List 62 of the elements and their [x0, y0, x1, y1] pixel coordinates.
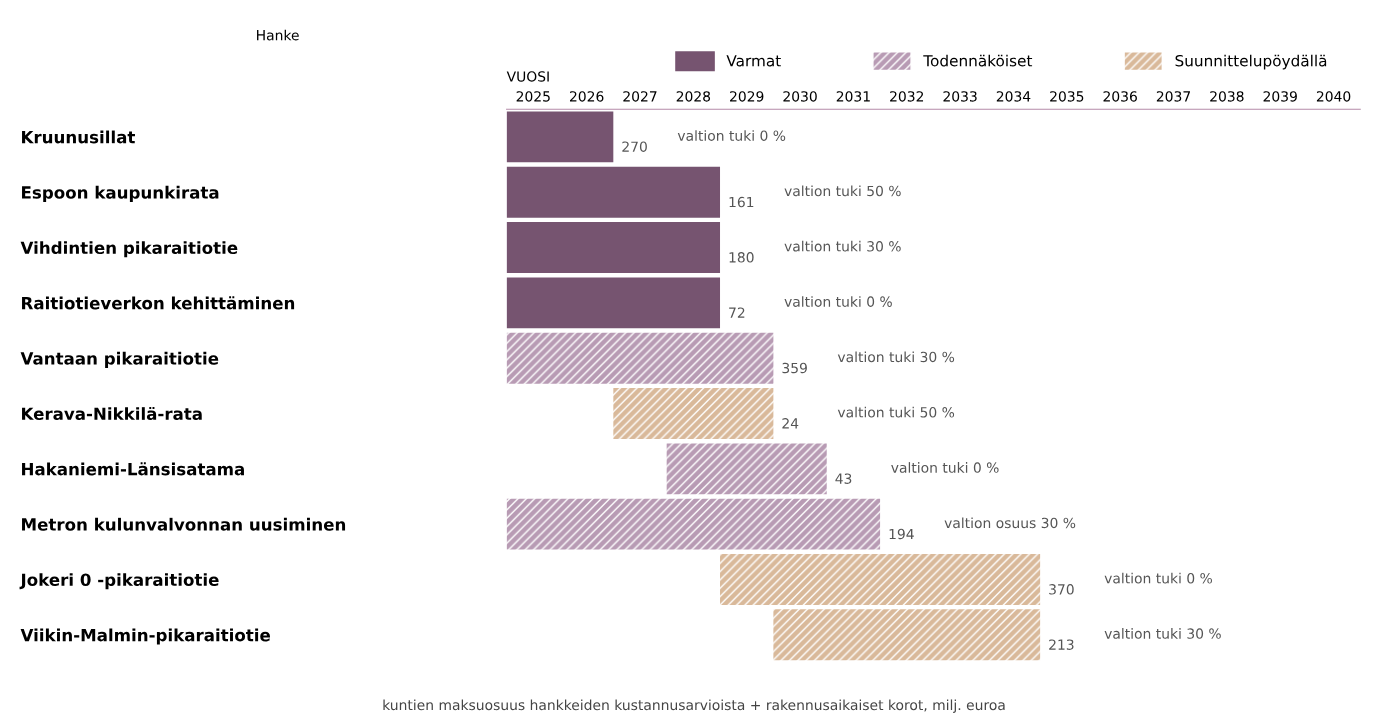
annotation: valtion tuki 0 % [677, 130, 786, 141]
annotation: 24 [782, 418, 799, 429]
x-tick-label: 2035 [1050, 91, 1084, 102]
x-tick-label: 2039 [1263, 91, 1297, 102]
bar [506, 166, 721, 218]
bar [506, 277, 721, 329]
x-tick-label: 2036 [1103, 91, 1137, 102]
legend-label: Suunnittelupöydällä [1175, 54, 1327, 70]
annotation: 370 [1049, 584, 1074, 595]
annotation: 72 [729, 307, 745, 318]
annotation: valtion tuki 30 % [784, 240, 901, 252]
legend-label: Todennäköiset [923, 54, 1033, 67]
bar [773, 609, 1041, 661]
annotation: valtion osuus 30 % [944, 517, 1076, 529]
text: kuntien maksuosuus hankkeiden kustannusarvioista + rakennusaikaiset korot, milj. euroa [383, 699, 1005, 713]
y-tick-label: Viikin-Malmin-pikaraitiotie [20, 628, 270, 645]
x-tick-label: 2037 [1156, 91, 1190, 102]
x-tick-label: 2028 [676, 91, 711, 102]
annotation: valtion tuki 0 % [1104, 572, 1213, 584]
x-tick-label: 2033 [943, 91, 977, 102]
y-tick-label: Vihdintien pikaraitiotie [20, 241, 238, 258]
x-tick-label: 2034 [996, 91, 1031, 102]
annotation: valtion tuki 30 % [837, 351, 955, 363]
annotation: 194 [889, 528, 914, 540]
y-tick-label: Raitiotieverkon kehittäminen [22, 296, 295, 310]
bar [666, 443, 827, 495]
y-tick-label: Jokeri 0 -pikaraitiotie [19, 573, 219, 590]
x-tick-label: 2025 [516, 91, 550, 102]
x-tick-label: 2030 [783, 91, 817, 102]
text: Hanke [257, 29, 299, 41]
x-tick-label: 2040 [1316, 91, 1351, 102]
annotation: 43 [835, 473, 852, 484]
annotation: valtion tuki 0 % [784, 296, 892, 307]
y-tick-label: Metron kulunvalvonnan uusiminen [22, 517, 346, 531]
annotation: 270 [622, 141, 647, 152]
bar [506, 498, 881, 550]
x-tick-label: 2026 [569, 91, 604, 102]
x-tick-label: 2031 [836, 91, 870, 102]
annotation: 180 [729, 252, 754, 263]
bar [720, 554, 1041, 605]
legend-label: Varmat [726, 55, 781, 67]
annotation: 213 [1049, 639, 1074, 650]
annotation: valtion tuki 50 % [784, 185, 901, 197]
y-tick-label: Vantaan pikaraitiotie [20, 351, 219, 368]
bar [506, 332, 774, 384]
bar [506, 111, 614, 163]
bar [613, 388, 774, 439]
x-tick-label: 2027 [623, 91, 657, 102]
annotation: valtion tuki 0 % [891, 462, 999, 473]
annotation: 359 [782, 362, 807, 374]
annotation: valtion tuki 50 % [837, 406, 955, 418]
x-tick-label: 2038 [1210, 91, 1244, 102]
y-tick-label: Espoon kaupunkirata [22, 185, 219, 202]
y-tick-label: Kruunusillat [22, 130, 135, 144]
annotation: valtion tuki 30 % [1104, 628, 1221, 639]
x-tick-label: 2032 [890, 91, 924, 102]
bar [506, 222, 721, 273]
x-axis-title: VUOSI [506, 71, 549, 82]
y-tick-label: Kerava-Nikkilä-rata [22, 406, 202, 421]
x-tick-label: 2029 [730, 91, 764, 102]
y-tick-label: Hakaniemi-Länsisatama [22, 462, 244, 476]
annotation: 161 [729, 196, 754, 208]
